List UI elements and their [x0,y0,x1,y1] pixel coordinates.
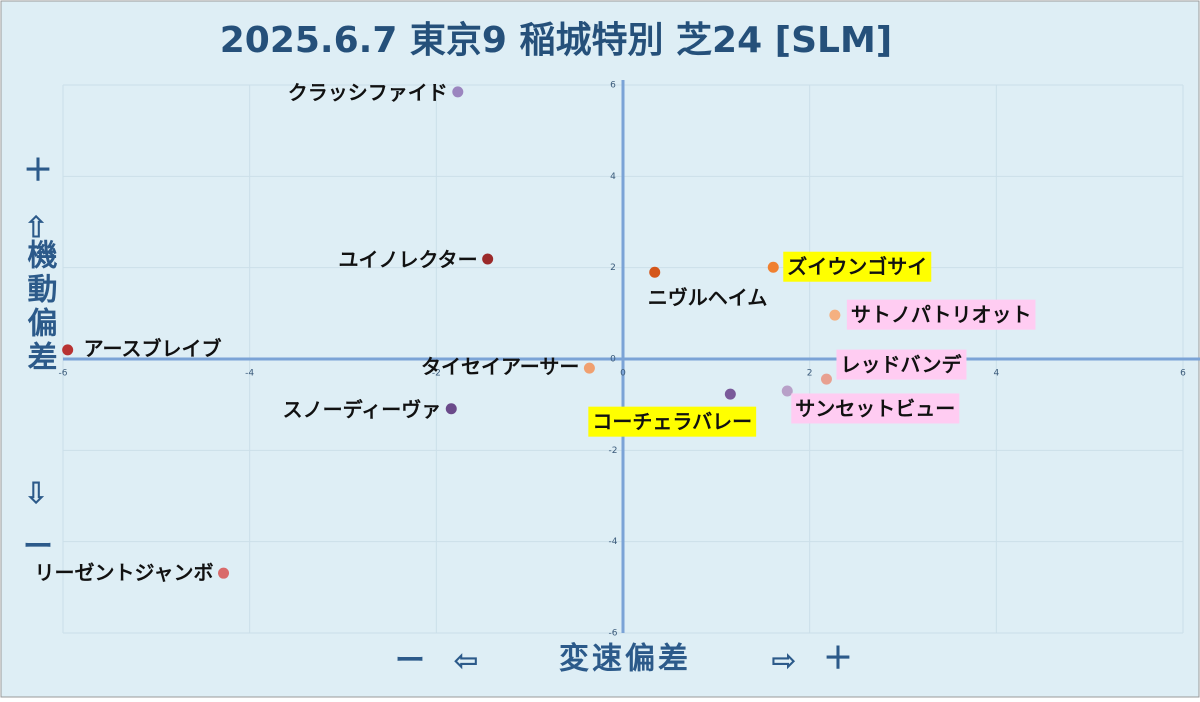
y-tick-label: 4 [610,172,616,182]
point [724,388,736,400]
point [767,261,779,273]
y-tick-label: -6 [609,629,618,639]
point-label: ズイウンゴサイ [787,255,927,279]
point-label-group: リーゼントジャンボ [35,561,214,585]
point-label-group: サトノパトリオット [846,299,1036,330]
x-tick-label: 6 [1180,369,1186,379]
point [62,344,74,356]
x-tick-label: 2 [807,369,813,379]
point [452,86,464,98]
point-label-group: タイセイアーサー [421,355,579,379]
x-tick-label: 0 [620,369,626,379]
point-label: ユイノレクター [338,247,477,271]
y-plus: ＋ [23,154,53,189]
point [781,385,793,397]
point [829,309,841,321]
point-label-group: レッドバンデ [836,349,967,380]
point-label: サトノパトリオット [851,303,1032,327]
point [482,253,494,265]
label-highlight [588,406,757,437]
label-highlight [836,349,967,380]
arrow-down: ⇩ [23,477,48,512]
point [583,362,595,374]
point [649,266,661,278]
point-label: クラッシファイド [288,80,448,104]
point-label-group: ズイウンゴサイ [783,251,932,282]
point-label-group: コーチェラバレー [588,406,757,437]
point-label: ニヴルヘイム [648,286,768,310]
point [445,403,457,415]
point [820,373,832,385]
x-plus: ＋ [823,642,853,677]
arrow-up: ⇧ [23,211,48,246]
point-label: アースブレイブ [84,336,222,360]
y-axis-label: 機動偏差 [22,239,58,375]
point-label: レッドバンデ [840,353,962,377]
point-label: サンセットビュー [795,396,955,420]
x-axis-label: 変速偏差 [559,642,691,677]
y-tick-label: -4 [609,537,618,547]
point-label-group: サンセットビュー [791,393,960,424]
y-tick-label: 0 [610,355,616,365]
label-highlight [846,299,1036,330]
x-tick-label: -4 [245,369,254,379]
arrow-right: ⇨ [771,644,796,679]
point-label-group: スノーディーヴァ [283,397,442,421]
chart-title: 2025.6.7 東京9 稲城特別 芝24 [SLM] [220,19,893,61]
x-tick-label: -2 [432,369,441,379]
point-label: タイセイアーサー [421,355,579,379]
point-label: リーゼントジャンボ [35,561,214,585]
point-label: コーチェラバレー [592,410,752,434]
label-highlight [791,393,960,424]
y-tick-label: -2 [609,446,618,456]
x-minus: ー [395,644,425,679]
x-tick-label: -6 [59,369,68,379]
point-label-group: ニヴルヘイム [648,286,768,310]
y-minus: ー [23,530,53,565]
x-tick-label: 4 [993,369,999,379]
point-label-group: クラッシファイド [288,80,448,104]
point [218,567,230,579]
point-label: スノーディーヴァ [283,397,442,421]
y-tick-label: 2 [610,263,616,273]
point-label-group: アースブレイブ [84,336,222,360]
arrow-left: ⇦ [453,644,478,679]
y-tick-label: 6 [610,81,616,91]
label-highlight [783,251,932,282]
point-label-group: ユイノレクター [338,247,477,271]
